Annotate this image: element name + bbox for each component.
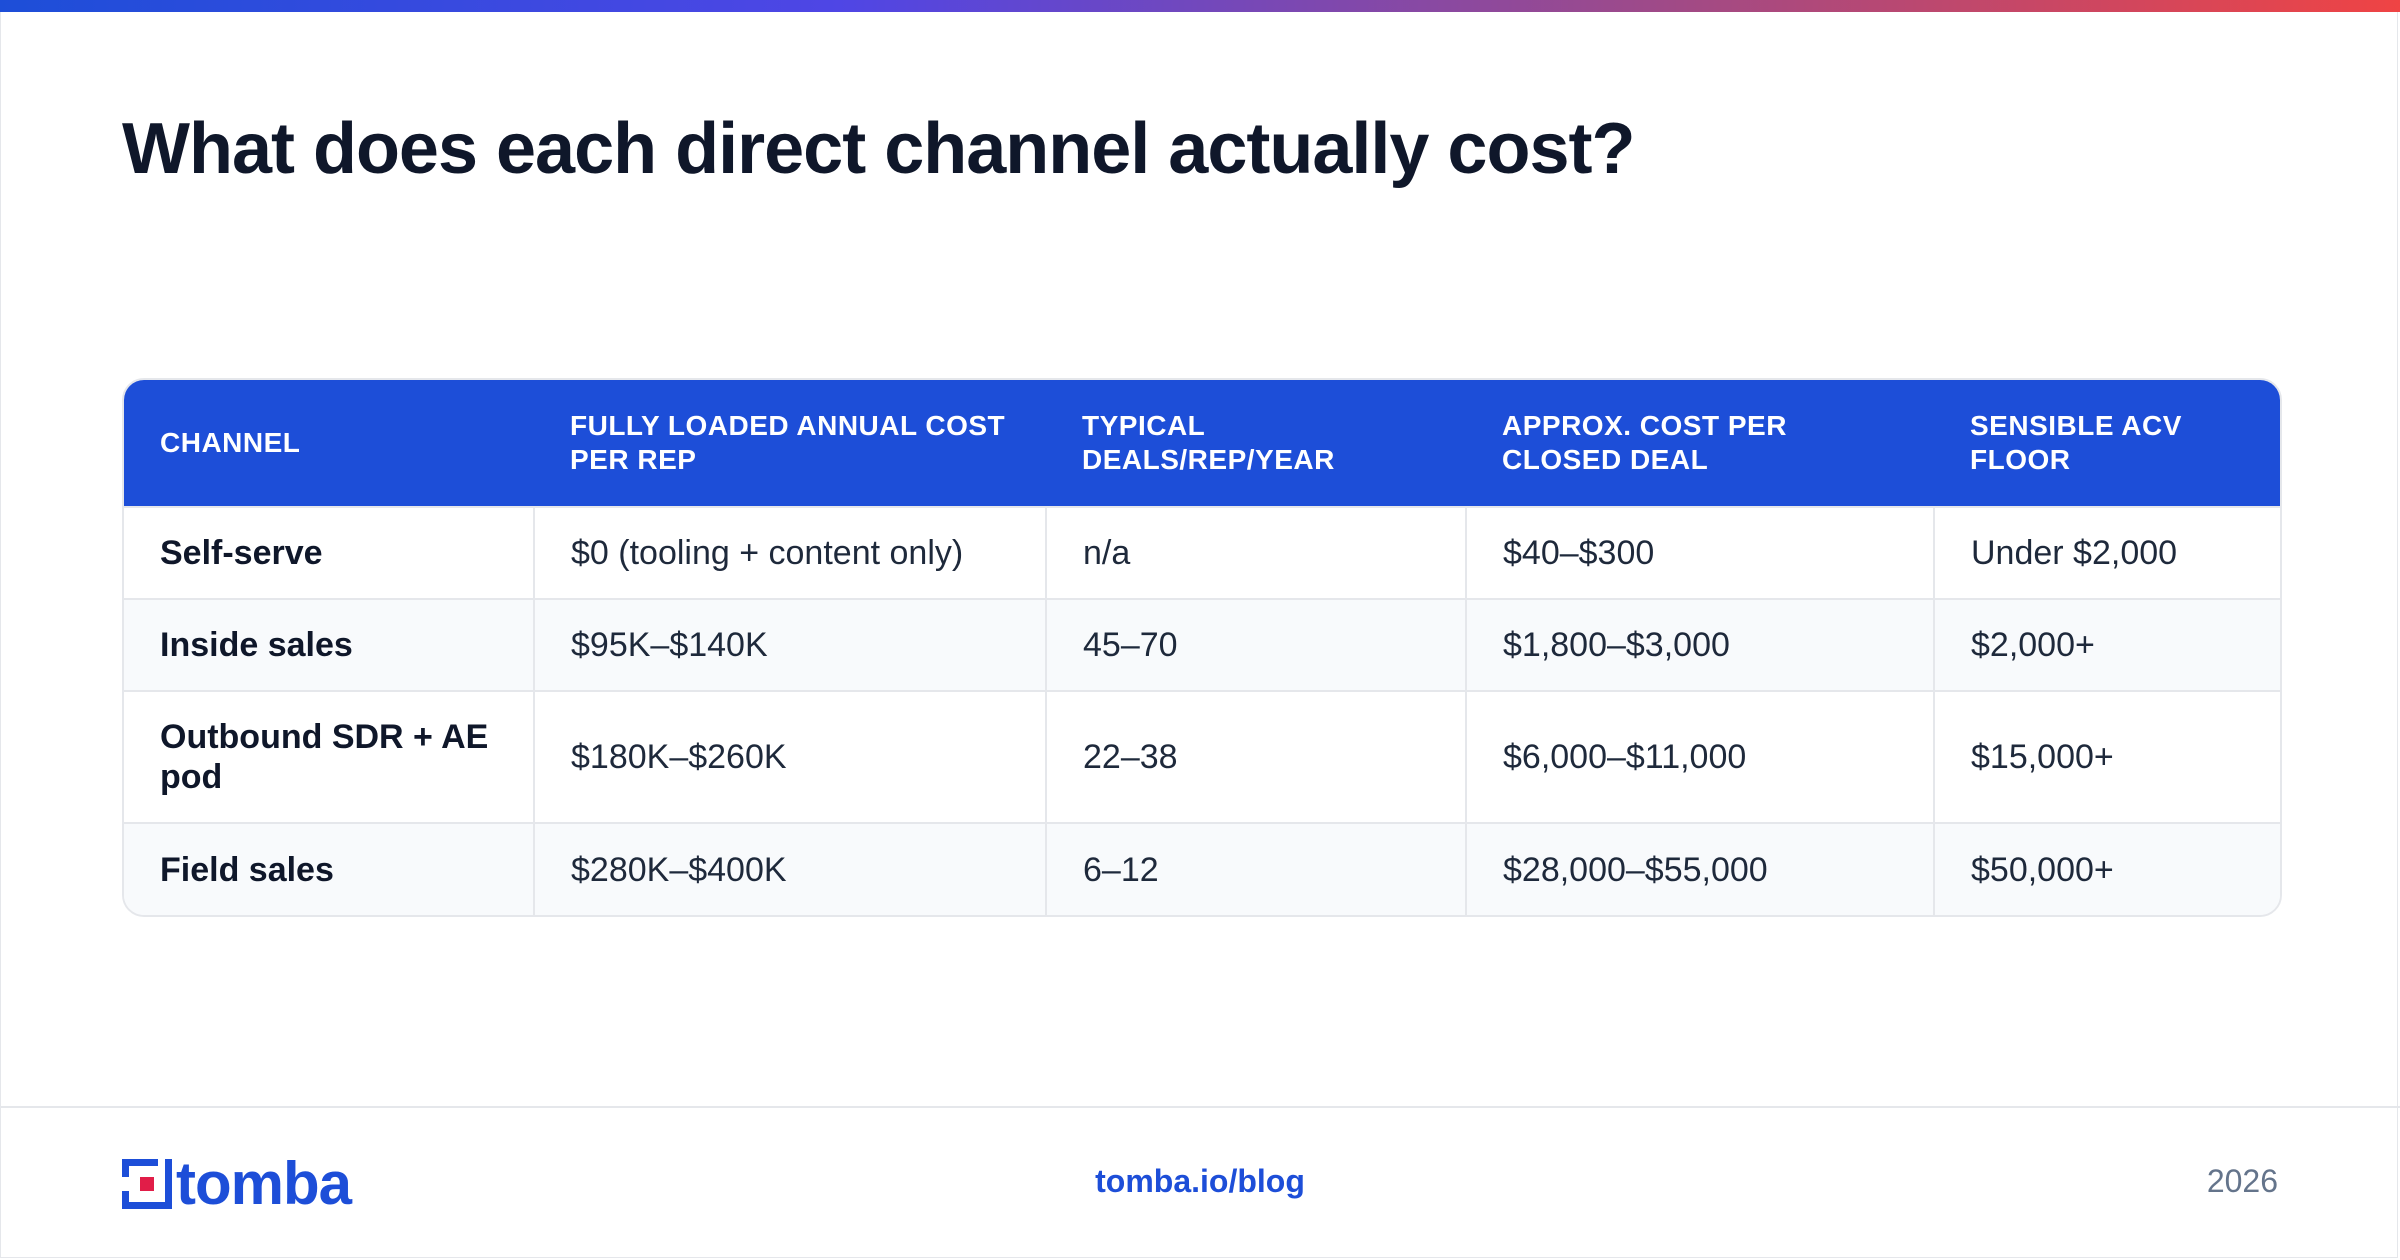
cost-per-deal-cell: $1,800–$3,000: [1465, 598, 1934, 691]
table-row: Self-serve $0 (tooling + content only) n…: [124, 506, 2280, 599]
deals-cell: 6–12: [1045, 822, 1466, 915]
annual-cost-cell: $280K–$400K: [533, 822, 1046, 915]
cost-table: CHANNEL FULLY LOADED ANNUAL COST PER REP…: [124, 380, 2280, 915]
footer-year: 2026: [2206, 1163, 2278, 1199]
column-header-deals-per-rep: TYPICAL DEALS/REP/YEAR: [1046, 380, 1466, 507]
table-row: Outbound SDR + AE pod $180K–$260K 22–38 …: [124, 690, 2280, 823]
deals-cell: 22–38: [1045, 690, 1466, 823]
tomba-logo-icon: [122, 1159, 172, 1209]
acv-floor-cell: $50,000+: [1933, 822, 2280, 915]
cost-per-deal-cell: $40–$300: [1465, 506, 1934, 599]
page-title: What does each direct channel actually c…: [122, 109, 1635, 189]
channel-cell: Self-serve: [124, 506, 534, 599]
column-header-acv-floor: SENSIBLE ACV FLOOR: [1934, 380, 2280, 507]
blog-link[interactable]: tomba.io/blog: [1095, 1163, 1305, 1199]
annual-cost-cell: $180K–$260K: [533, 690, 1046, 823]
cost-per-deal-cell: $6,000–$11,000: [1465, 690, 1934, 823]
logo-wordmark: tomba: [176, 1150, 352, 1217]
tomba-logo[interactable]: tomba: [122, 1150, 352, 1217]
channel-cell: Outbound SDR + AE pod: [124, 690, 534, 823]
deals-cell: 45–70: [1045, 598, 1466, 691]
column-header-cost-per-deal: APPROX. COST PER CLOSED DEAL: [1466, 380, 1934, 507]
acv-floor-cell: Under $2,000: [1933, 506, 2280, 599]
annual-cost-cell: $95K–$140K: [533, 598, 1046, 691]
channel-cell: Field sales: [124, 822, 534, 915]
acv-floor-cell: $15,000+: [1933, 690, 2280, 823]
cost-per-deal-cell: $28,000–$55,000: [1465, 822, 1934, 915]
table-row: Inside sales $95K–$140K 45–70 $1,800–$3,…: [124, 598, 2280, 691]
table-row: Field sales $280K–$400K 6–12 $28,000–$55…: [124, 822, 2280, 915]
cost-table-card: CHANNEL FULLY LOADED ANNUAL COST PER REP…: [122, 378, 2282, 917]
column-header-channel: CHANNEL: [124, 380, 534, 507]
footer-divider: [0, 1106, 2400, 1108]
channel-cell: Inside sales: [124, 598, 534, 691]
deals-cell: n/a: [1045, 506, 1466, 599]
column-header-annual-cost: FULLY LOADED ANNUAL COST PER REP: [534, 380, 1046, 507]
annual-cost-cell: $0 (tooling + content only): [533, 506, 1046, 599]
acv-floor-cell: $2,000+: [1933, 598, 2280, 691]
table-header-row: CHANNEL FULLY LOADED ANNUAL COST PER REP…: [124, 380, 2280, 507]
gradient-top-bar: [0, 0, 2400, 12]
